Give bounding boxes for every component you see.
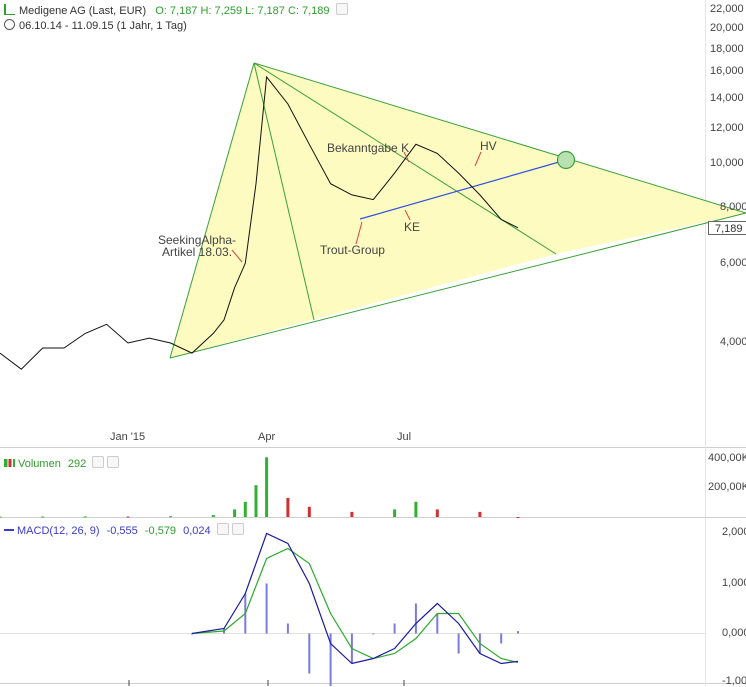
- macd-line: [191, 532, 519, 665]
- macd-close-icon[interactable]: [231, 523, 244, 535]
- hv-leader: [474, 151, 482, 167]
- macd-histogram-bar: [457, 633, 460, 654]
- y-tick-4: 4,000: [720, 336, 746, 348]
- y-tick-8: 8,000: [720, 201, 746, 213]
- macd-label: MACD(12, 26, 9): [17, 525, 100, 537]
- macd-icon: [4, 529, 14, 531]
- volume-bar: [233, 509, 237, 517]
- bekanntgabe-leader: [403, 151, 410, 163]
- annotation-trout-group: Trout-Group: [320, 243, 385, 257]
- macd-tick-neg1: -1,000: [722, 675, 746, 687]
- macd-histogram-bar: [393, 623, 396, 634]
- y-tick-18: 18,000: [710, 43, 744, 55]
- macd-histogram-bar: [191, 633, 193, 635]
- settings-icon[interactable]: [335, 3, 348, 15]
- chart-header: Medigene AG (Last, EUR) O: 7,187 H: 7,25…: [4, 3, 348, 17]
- fan-fill: [170, 63, 746, 358]
- volume-bar: [478, 511, 482, 517]
- macd-tick-2: 2,000: [722, 526, 746, 538]
- ohlc-values: O: 7,187 H: 7,259 L: 7,187 C: 7,189: [155, 5, 330, 17]
- volume-header: Volumen 292: [4, 456, 120, 470]
- volume-bar: [211, 515, 215, 517]
- volume-tick-400k: 400,00K: [708, 452, 746, 464]
- volume-label: Volumen: [18, 458, 61, 470]
- volume-bar: [243, 501, 247, 518]
- fan-line-bottom: [169, 212, 746, 359]
- fan-line-top: [253, 62, 746, 214]
- y-tick-16: 16,000: [710, 65, 744, 77]
- macd-tick-1: 1,000: [722, 577, 746, 589]
- macd-histogram-bar: [308, 633, 311, 674]
- histogram-value: 0,024: [183, 525, 211, 537]
- macd-histogram-bar: [436, 613, 439, 634]
- y-tick-6: 6,000: [720, 257, 746, 269]
- volume-bar: [254, 485, 258, 517]
- x-tick-label-jan: Jan '15: [110, 431, 146, 443]
- seeking-alpha-leader: [231, 249, 243, 263]
- volume-bar: [516, 517, 520, 518]
- volume-bar: [41, 516, 45, 518]
- trendline-target-circle: [556, 150, 576, 170]
- volume-bar: [265, 457, 269, 517]
- y-tick-20: 20,000: [710, 22, 744, 34]
- stock-icon: [4, 4, 15, 15]
- volume-bar: [414, 501, 418, 518]
- x-tick-label-apr: Apr: [258, 431, 276, 443]
- y-tick-10: 10,000: [710, 157, 744, 169]
- macd-tick-0: 0,000: [722, 627, 746, 639]
- volume-bar: [0, 516, 2, 518]
- annotation-leaders: [231, 151, 482, 263]
- volume-bar: [169, 516, 173, 518]
- blue-trendline: [359, 159, 567, 220]
- volume-bars: [0, 457, 520, 518]
- date-range: 06.10.14 - 11.09.15 (1 Jahr, 1 Tag): [19, 20, 187, 32]
- macd-signal-line: [191, 547, 519, 664]
- chart-title: Medigene AG (Last, EUR): [19, 5, 147, 17]
- volume-bar: [307, 506, 311, 517]
- volume-bar: [350, 511, 354, 517]
- trout-leader: [355, 221, 363, 245]
- signal-value: -0,579: [144, 525, 177, 537]
- annotation-hv: HV: [480, 139, 497, 153]
- volume-settings-icon[interactable]: [92, 456, 105, 468]
- volume-bar: [435, 509, 439, 517]
- y-tick-22: 22,000: [710, 3, 744, 15]
- y-tick-14: 14,000: [710, 92, 744, 104]
- macd-value: -0,555: [106, 525, 138, 537]
- macd-settings-icon[interactable]: [216, 523, 229, 535]
- annotation-ke: KE: [404, 220, 421, 234]
- annotation-seeking-alpha-line1: SeekingAlpha-: [158, 233, 237, 247]
- last-price-tag: 7,189: [708, 221, 746, 235]
- x-tick-marks: [128, 680, 405, 686]
- volume-close-icon[interactable]: [107, 456, 120, 468]
- volume-tick-200k: 200,00K: [708, 481, 746, 493]
- ke-leader: [404, 209, 411, 221]
- y-tick-12: 12,000: [710, 122, 744, 134]
- fan-line-left: [169, 62, 255, 359]
- macd-histogram-bar: [414, 603, 417, 634]
- macd-histogram-bar: [286, 623, 289, 634]
- volume-bar: [126, 516, 130, 518]
- annotation-bekanntgabe: Bekanntgabe K: [327, 141, 410, 155]
- volume-bar: [286, 497, 290, 517]
- volume-bar: [393, 509, 397, 517]
- annotation-seeking-alpha-line2: Artikel 18.03.: [162, 245, 233, 259]
- volume-icon: [4, 459, 15, 467]
- macd-histogram: [191, 583, 519, 686]
- macd-header: MACD(12, 26, 9) -0,555 -0,579 0,024: [4, 523, 244, 537]
- macd-histogram-bar: [372, 633, 375, 635]
- volume-value: 292: [67, 458, 87, 470]
- clock-icon: [4, 19, 15, 30]
- x-tick-label-jul: Jul: [397, 431, 412, 443]
- macd-histogram-bar: [265, 583, 268, 634]
- volume-bar: [83, 516, 87, 518]
- price-series-line: [0, 75, 519, 370]
- macd-histogram-bar: [329, 633, 332, 686]
- macd-histogram-bar: [500, 633, 503, 644]
- macd-histogram-bar: [517, 631, 519, 634]
- date-range-row: 06.10.14 - 11.09.15 (1 Jahr, 1 Tag): [4, 19, 187, 32]
